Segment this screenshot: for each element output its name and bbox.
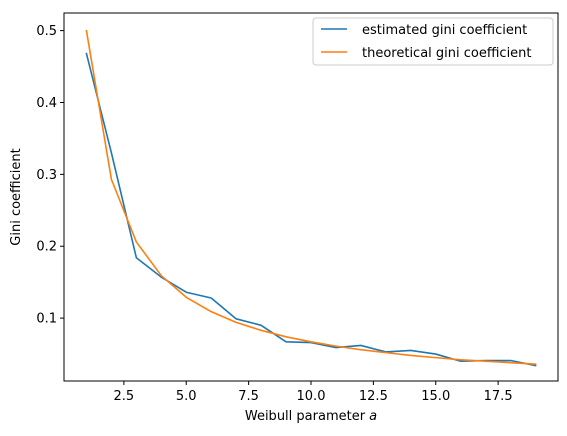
axes-layer: 2.5 5.0 7.5 10.0 12.5 15.0 17.5 0.1 0.2 0.3 0.4 0.5 — [36, 24, 512, 404]
legend-box — [312, 17, 554, 66]
x-tick-label: 15.0 — [421, 389, 450, 404]
legend-label-theoretical: theoretical gini coefficient — [362, 46, 532, 61]
y-axis-label: Gini coefficient — [9, 148, 24, 245]
x-tick-label: 2.5 — [114, 389, 135, 404]
plot-layer — [85, 29, 537, 367]
legend: estimated gini coefficient theoretical g… — [312, 17, 554, 66]
x-tick-label: 12.5 — [359, 389, 388, 404]
y-tick-label: 0.4 — [36, 96, 57, 111]
y-tick-label: 0.1 — [36, 312, 57, 327]
y-tick-label: 0.5 — [36, 24, 57, 39]
x-tick-label: 17.5 — [484, 389, 513, 404]
y-tick-label: 0.2 — [36, 240, 57, 255]
x-tick-label: 10.0 — [297, 389, 326, 404]
x-tick-label: 7.5 — [238, 389, 259, 404]
x-axis-label-text: Weibull parameter — [245, 409, 369, 424]
x-axis-label: Weibull parameter a — [245, 409, 377, 424]
y-tick-label: 0.3 — [36, 168, 57, 183]
x-tick-label: 5.0 — [176, 389, 197, 404]
series-line-theoretical — [85, 29, 537, 365]
x-axis-label-variable: a — [369, 409, 377, 424]
legend-label-estimated: estimated gini coefficient — [362, 23, 527, 38]
